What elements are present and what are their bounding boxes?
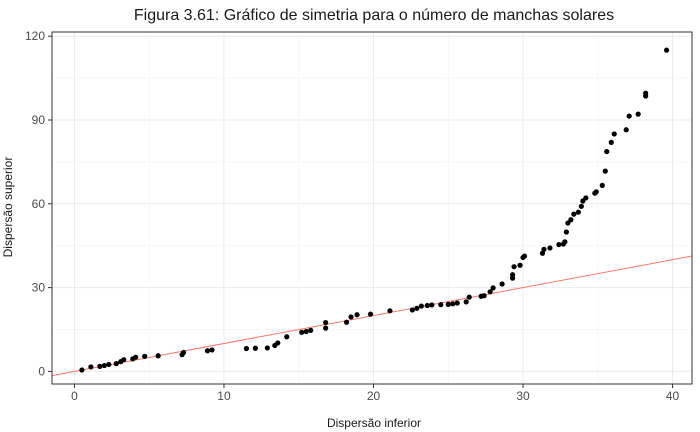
data-point bbox=[343, 319, 350, 325]
data-point bbox=[568, 217, 574, 223]
x-tick-label: 40 bbox=[666, 389, 680, 403]
x-axis: 0 10 20 30 40 bbox=[71, 384, 680, 403]
data-point bbox=[284, 334, 290, 340]
y-tick-label: 30 bbox=[32, 281, 46, 295]
data-point bbox=[209, 347, 215, 353]
data-point bbox=[113, 361, 119, 367]
data-point bbox=[264, 345, 270, 351]
data-point bbox=[578, 203, 584, 209]
data-point bbox=[565, 220, 571, 226]
data-point bbox=[323, 319, 329, 326]
data-point bbox=[79, 367, 85, 373]
data-point bbox=[602, 168, 608, 174]
data-point bbox=[97, 363, 103, 369]
data-point bbox=[556, 241, 562, 248]
data-point bbox=[409, 307, 415, 313]
x-axis-title: Dispersão inferior bbox=[327, 416, 421, 430]
data-point bbox=[414, 305, 420, 311]
data-point bbox=[121, 357, 127, 363]
data-point bbox=[635, 111, 641, 117]
data-point bbox=[438, 302, 444, 308]
y-tick-label: 90 bbox=[32, 113, 46, 127]
data-point bbox=[354, 312, 360, 318]
data-point bbox=[583, 195, 589, 201]
data-point bbox=[521, 253, 528, 259]
y-tick-label: 60 bbox=[32, 197, 46, 211]
data-point bbox=[180, 349, 187, 356]
x-tick-label: 20 bbox=[367, 389, 381, 403]
data-point bbox=[611, 131, 617, 137]
data-point bbox=[348, 314, 354, 320]
data-point bbox=[663, 47, 670, 53]
data-point bbox=[547, 245, 553, 251]
data-point bbox=[481, 293, 487, 299]
data-point bbox=[243, 345, 249, 352]
data-point bbox=[204, 348, 211, 354]
data-point bbox=[308, 327, 314, 333]
data-point bbox=[424, 302, 430, 309]
data-point bbox=[429, 302, 435, 308]
data-point bbox=[450, 301, 456, 307]
data-point bbox=[142, 353, 148, 359]
data-point bbox=[604, 148, 610, 155]
data-point bbox=[593, 189, 599, 195]
data-point bbox=[155, 353, 161, 359]
data-point bbox=[509, 272, 516, 278]
x-tick-label: 30 bbox=[516, 389, 530, 403]
data-point bbox=[418, 303, 424, 309]
data-point bbox=[101, 362, 107, 369]
data-point bbox=[252, 345, 258, 351]
data-point bbox=[275, 340, 281, 346]
data-point bbox=[454, 300, 460, 306]
data-point bbox=[626, 113, 632, 119]
data-point bbox=[490, 285, 496, 291]
data-point bbox=[463, 299, 469, 305]
y-axis: 0 30 60 90 120 bbox=[25, 29, 52, 378]
y-tick-label: 120 bbox=[25, 29, 45, 43]
x-tick-label: 0 bbox=[71, 389, 78, 403]
data-point bbox=[643, 90, 649, 96]
data-point bbox=[539, 250, 546, 256]
plot-panel bbox=[51, 31, 693, 385]
data-point bbox=[499, 281, 505, 287]
data-point bbox=[517, 262, 523, 268]
data-points bbox=[79, 47, 670, 373]
data-point bbox=[323, 325, 329, 331]
data-point bbox=[367, 311, 374, 317]
x-tick-label: 10 bbox=[217, 389, 231, 403]
data-point bbox=[487, 289, 493, 295]
data-point bbox=[387, 308, 393, 314]
data-point bbox=[541, 246, 547, 252]
data-point bbox=[623, 127, 629, 133]
y-tick-label: 0 bbox=[38, 364, 45, 378]
data-point bbox=[571, 211, 577, 217]
data-point bbox=[575, 209, 581, 215]
data-point bbox=[303, 328, 309, 335]
data-point bbox=[466, 294, 472, 300]
chart-title: Figura 3.61: Gráfico de simetria para o … bbox=[134, 7, 614, 24]
data-point bbox=[608, 139, 614, 145]
data-point bbox=[133, 354, 139, 360]
data-point bbox=[106, 361, 112, 368]
grid bbox=[52, 32, 692, 384]
data-point bbox=[511, 264, 517, 270]
data-point bbox=[445, 301, 451, 307]
data-point bbox=[299, 329, 305, 335]
data-point bbox=[599, 182, 605, 188]
data-point bbox=[562, 239, 568, 245]
y-axis-title: Dispersão superior bbox=[1, 157, 15, 258]
data-point bbox=[563, 229, 569, 235]
data-point bbox=[88, 364, 94, 370]
